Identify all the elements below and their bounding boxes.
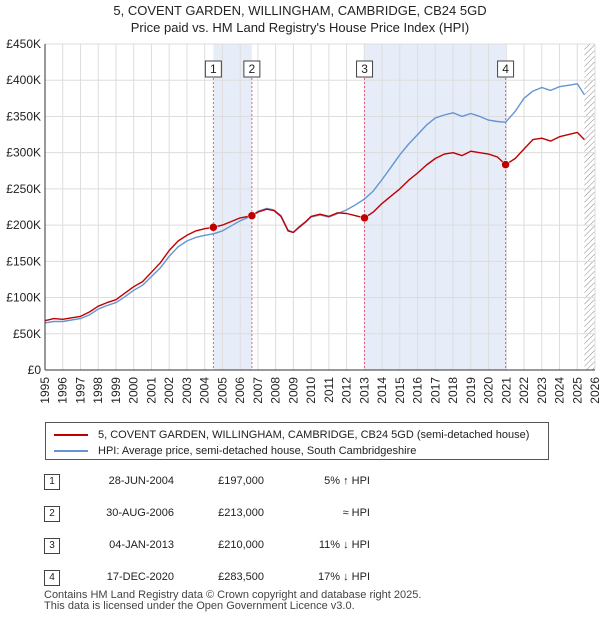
y-tick-label: £200K (6, 218, 41, 232)
y-tick-label: £100K (6, 291, 41, 305)
sale-number: 2 (44, 506, 60, 522)
sale-hpi-comparison: 5% ↑ HPI (324, 475, 370, 487)
x-tick-label: 2003 (180, 377, 194, 404)
x-tick-label: 2015 (393, 377, 407, 404)
sale-price: £210,000 (218, 539, 264, 551)
shaded-span (213, 44, 252, 370)
forecast-hatch (584, 44, 595, 370)
x-tick-label: 1999 (109, 377, 123, 404)
x-tick-label: 2017 (428, 377, 442, 404)
sale-label: 1 (210, 62, 217, 76)
sale-hpi-comparison: 11% ↓ HPI (318, 539, 370, 551)
sale-date: 28-JUN-2004 (108, 475, 174, 487)
x-tick-label: 2026 (588, 377, 600, 404)
legend-swatch-property (54, 434, 88, 436)
x-tick-label: 2002 (162, 377, 176, 404)
y-tick-label: £0 (28, 363, 42, 377)
y-tick-label: £150K (6, 254, 41, 268)
sale-price: £213,000 (218, 507, 264, 519)
x-tick-label: 2024 (553, 377, 567, 404)
x-tick-label: 2007 (251, 377, 265, 404)
x-tick-label: 1996 (56, 377, 70, 404)
sale-row: 3 04-JAN-2013 £210,000 11% ↓ HPI (44, 538, 404, 558)
sale-point (360, 213, 369, 223)
sale-label-box (356, 60, 374, 78)
footer: Contains HM Land Registry data © Crown c… (44, 590, 421, 612)
y-tick-label: £350K (6, 109, 41, 123)
legend: 5, COVENT GARDEN, WILLINGHAM, CAMBRIDGE,… (45, 422, 549, 460)
x-tick-label: 2008 (269, 377, 283, 404)
sale-label: 4 (502, 62, 509, 76)
series-lines (44, 83, 585, 324)
price-chart: 1 2 3 4 £0 £50K £100K £150K £200K £250K £300K £350… (6, 37, 600, 404)
x-tick-label: 2022 (517, 377, 531, 404)
x-tick-label: 2020 (482, 377, 496, 404)
chart-title-line-1: 5, COVENT GARDEN, WILLINGHAM, CAMBRIDGE,… (113, 3, 487, 18)
x-tick-label: 2000 (127, 377, 141, 404)
sale-label: 3 (361, 62, 368, 76)
sale-point (247, 211, 257, 220)
y-tick-label: £450K (6, 37, 41, 51)
x-tick-label: 1997 (73, 377, 87, 404)
x-tick-label: 1995 (38, 377, 52, 404)
legend-label-hpi: HPI: Average price, semi-detached house,… (98, 445, 417, 457)
sale-markers: 1 2 3 4 (204, 60, 515, 232)
x-tick-label: 2023 (535, 377, 549, 404)
sale-price: £283,500 (218, 571, 264, 583)
x-tick-label: 2013 (357, 377, 371, 404)
y-tick-label: £300K (6, 146, 41, 160)
x-tick-label: 2001 (144, 377, 158, 404)
x-tick-label: 2004 (198, 377, 212, 404)
sale-number: 3 (44, 538, 60, 554)
sale-date: 30-AUG-2006 (106, 507, 174, 519)
sale-date: 17-DEC-2020 (106, 571, 174, 583)
x-tick-label: 2010 (304, 377, 318, 404)
sale-point (209, 223, 218, 232)
x-tick-label: 1998 (91, 377, 105, 404)
y-tick-label: £250K (6, 182, 41, 196)
sale-hpi-comparison: ≈ HPI (342, 507, 370, 519)
plot-area (45, 44, 595, 370)
x-tick-label: 2006 (233, 377, 247, 404)
x-tick-label: 2018 (446, 377, 460, 404)
chart-title: 5, COVENT GARDEN, WILLINGHAM, CAMBRIDGE,… (0, 2, 600, 36)
sale-hpi-comparison: 17% ↓ HPI (318, 571, 370, 583)
x-tick-label: 2016 (411, 377, 425, 404)
chart-title-line-2: Price paid vs. HM Land Registry's House … (130, 20, 470, 35)
x-tick-label: 2011 (322, 377, 336, 403)
sale-row: 2 30-AUG-2006 £213,000 ≈ HPI (44, 506, 404, 526)
axes: £0 £50K £100K £150K £200K £250K £300K £350K £400… (6, 37, 600, 404)
y-tick-label: £400K (6, 73, 41, 87)
sale-row: 4 17-DEC-2020 £283,500 17% ↓ HPI (44, 570, 404, 590)
x-tick-label: 2014 (375, 377, 389, 404)
legend-label-property: 5, COVENT GARDEN, WILLINGHAM, CAMBRIDGE,… (98, 429, 530, 441)
sale-label-box (243, 60, 261, 78)
x-tick-label: 2025 (570, 377, 584, 404)
x-tick-label: 2021 (499, 377, 513, 404)
sale-label-box (204, 60, 222, 78)
sale-date: 04-JAN-2013 (109, 539, 174, 551)
x-tick-label: 2019 (464, 377, 478, 404)
sale-label: 2 (249, 62, 256, 76)
footer-licence: This data is licensed under the Open Gov… (44, 600, 355, 612)
series-line-property (44, 131, 585, 322)
y-tick-label: £50K (13, 327, 41, 341)
x-tick-label: 2012 (340, 377, 354, 404)
sale-number: 4 (44, 570, 60, 586)
sale-price: £197,000 (218, 475, 264, 487)
sale-label-box (497, 60, 515, 78)
x-tick-label: 2009 (286, 377, 300, 404)
sale-number: 1 (44, 474, 60, 490)
sale-point (501, 160, 510, 169)
sale-row: 1 28-JUN-2004 £197,000 5% ↑ HPI (44, 474, 404, 494)
legend-swatch-hpi (54, 450, 88, 452)
footer-copyright: Contains HM Land Registry data © Crown c… (44, 589, 422, 601)
x-tick-label: 2005 (215, 377, 229, 404)
